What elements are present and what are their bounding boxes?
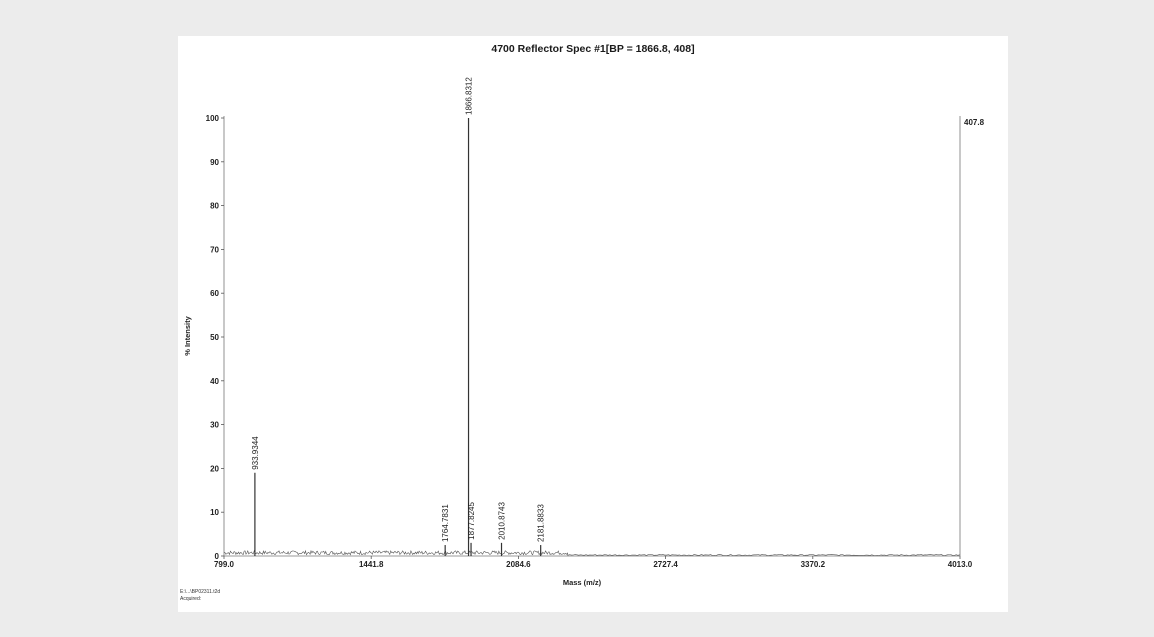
y-tick-label: 100: [206, 114, 220, 123]
chart-title: 4700 Reflector Spec #1[BP = 1866.8, 408]: [491, 43, 694, 55]
y-tick-label: 20: [210, 464, 219, 473]
y-tick-label: 50: [210, 333, 219, 342]
peak-mass-label: 1866.8312: [465, 77, 474, 115]
y-tick-label: 90: [210, 158, 219, 167]
acquired-text: Acquired:: [180, 596, 201, 602]
peak-mass-label: 933.9344: [251, 436, 260, 470]
noise-baseline: [223, 549, 960, 556]
y-tick-label: 10: [210, 508, 219, 517]
x-tick-label: 3370.2: [801, 560, 826, 569]
mass-spectrum-chart: 4700 Reflector Spec #1[BP = 1866.8, 408]…: [180, 43, 985, 602]
x-tick-label: 799.0: [214, 560, 235, 569]
x-tick-label: 4013.0: [948, 560, 973, 569]
y-axis-label: % Intensity: [183, 315, 192, 355]
y-tick-label: 60: [210, 289, 219, 298]
x-tick-label: 1441.8: [359, 560, 384, 569]
y-tick-label: 70: [210, 245, 219, 254]
peak-mass-label: 2010.8743: [498, 501, 507, 539]
file-path-text: E:\...\BP02311.t2d: [180, 589, 220, 595]
peak-mass-label: 1877.8245: [467, 501, 476, 539]
x-tick-label: 2727.4: [653, 560, 678, 569]
x-axis-label: Mass (m/z): [563, 578, 602, 587]
y-tick-label: 30: [210, 421, 219, 430]
max-intensity-label: 407.8: [964, 118, 985, 127]
y-tick-label: 80: [210, 202, 219, 211]
peak-mass-label: 2181.8833: [537, 504, 546, 542]
peak-mass-label: 1764.7831: [441, 504, 450, 542]
y-tick-label: 40: [210, 377, 219, 386]
x-tick-label: 2084.6: [506, 560, 531, 569]
plot-area: 0 10 20 30 40 50 60 70 80 90 100 799.0 1441.8 2084.6 2…: [206, 77, 973, 569]
spectrum-scan: 4700 Reflector Spec #1[BP = 1866.8, 408]…: [178, 36, 1008, 612]
y-tick-label: 0: [215, 552, 220, 561]
